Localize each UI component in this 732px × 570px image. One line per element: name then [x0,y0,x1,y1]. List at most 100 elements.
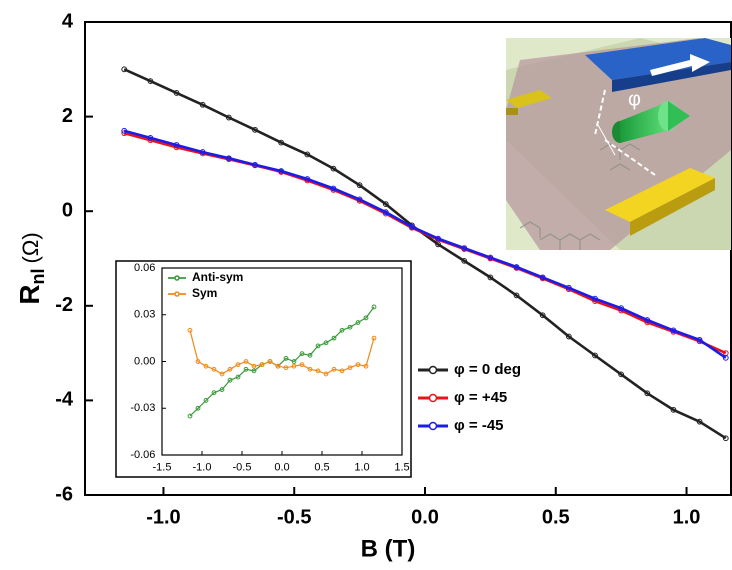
data-point [382,209,389,216]
data-point [409,223,415,230]
data-point [355,362,361,368]
x-tick-label: 0.5 [542,506,570,528]
x-tick-label: 1.5 [394,462,409,474]
data-point [259,362,265,368]
data-point [435,235,441,242]
legend-label: Sym [192,286,217,300]
data-point [219,387,225,392]
x-tick-label: 1.0 [673,506,701,528]
x-tick-label: -1.0 [193,462,212,474]
y-axis-label-main: R [14,284,45,304]
data-point [195,359,201,364]
data-point [315,343,321,349]
data-point [696,418,703,425]
legend-label: φ = +45 [454,389,507,406]
data-point [267,359,273,364]
data-point [283,355,289,361]
data-point [211,366,217,372]
data-point [722,435,729,442]
data-point [644,317,651,323]
data-point [347,365,353,371]
y-tick-label: 2 [62,105,73,127]
data-point [291,359,297,364]
data-point [565,333,572,340]
data-point [618,305,625,312]
x-tick-label: -0.5 [233,462,252,474]
data-point [173,90,180,96]
data-point [299,351,305,357]
data-point [291,363,297,369]
data-point [539,274,546,281]
y-axis-label-unit: (Ω) [18,232,43,263]
data-point [355,320,361,325]
data-point [304,176,311,182]
data-point [592,352,598,359]
y-tick-label: 0.00 [134,355,155,367]
data-point [225,155,232,162]
data-point [147,78,154,85]
device-illustration: φ [506,38,731,250]
data-point [187,413,193,419]
data-point [252,126,258,133]
data-point [252,161,258,168]
x-tick-label: 1.0 [354,462,369,474]
y-axis-label-sub: nl [28,268,48,284]
data-point [315,368,321,374]
inset-box [115,260,412,478]
series-line [123,129,727,359]
y-tick-label: -4 [55,389,74,411]
data-point [211,390,217,396]
legend-marker [174,275,180,281]
y-tick-label: 0.06 [134,262,155,274]
data-point [330,185,337,192]
data-point [487,254,494,261]
data-point [330,165,337,172]
y-tick-label: 0.03 [134,309,155,321]
chart: -1.0 -0.5 0.0 0.5 1.0 -6 -4 -2 0 2 4 B (T) Rnl (Ω) φ =… [14,10,732,562]
y-tick-label: -0.03 [130,402,155,414]
data-point [307,352,313,358]
data-point [339,368,345,374]
data-point [618,371,625,378]
data-point [235,362,241,368]
data-point [592,295,598,302]
data-point [644,390,651,397]
data-point [203,398,209,403]
y-tick-label: -6 [55,483,73,505]
legend-marker [428,393,438,403]
y-axis-label: Rnl (Ω) [14,232,47,304]
data-point [235,374,241,380]
chart: -1.5 -1.0 -0.5 0.0 0.5 1.0 1.5 -0.06 -0.03 0.00 0.… [115,260,412,478]
legend-label: Anti-sym [192,270,243,284]
legend-marker [428,365,438,375]
data-point [513,292,520,299]
data-point [356,182,363,189]
data-point [670,406,677,413]
data-point [251,363,257,369]
data-point [363,315,369,321]
data-point [203,363,209,369]
data-point [304,151,311,158]
x-tick-label: 0.5 [314,462,329,474]
data-point [173,142,180,148]
data-point [356,196,363,203]
data-point [722,354,729,361]
data-point [278,168,285,174]
data-point [251,368,257,374]
data-point [347,324,353,330]
x-tick-label: -1.0 [146,506,180,528]
data-point [121,66,128,73]
legend-marker [428,421,438,431]
data-point [225,114,232,121]
x-tick-label: -1.5 [153,462,172,474]
x-tick-label: -0.5 [277,506,311,528]
data-point [187,327,193,333]
x-axis-label: B (T) [361,535,416,562]
y-tick-label: 0 [62,199,73,221]
data-point [195,405,201,411]
data-point [371,304,377,310]
data-point [147,134,154,141]
y-tick-label: 4 [62,10,74,32]
data-point [299,362,305,368]
data-point [539,312,546,319]
